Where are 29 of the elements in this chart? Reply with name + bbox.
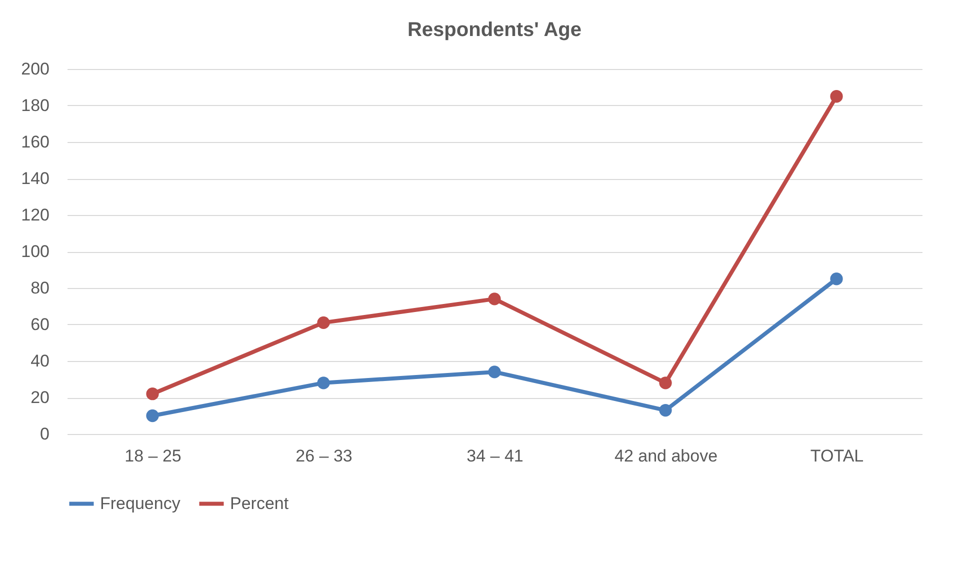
- y-tick-label: 20: [30, 388, 50, 407]
- point: [659, 376, 672, 390]
- point: [488, 292, 501, 306]
- point: [146, 388, 159, 400]
- point: [146, 409, 159, 422]
- y-tick-label: 60: [30, 315, 50, 334]
- point: [830, 272, 843, 286]
- point: [488, 366, 501, 378]
- y-tick-label: 160: [21, 132, 50, 152]
- point: [830, 90, 843, 103]
- y-tick-label: 80: [30, 278, 50, 298]
- chart-title: Respondents' Age: [407, 19, 582, 41]
- x-tick-label: TOTAL: [810, 446, 864, 466]
- x-tick-label: 18 – 25: [124, 446, 182, 466]
- x-tick-label: 42 and above: [614, 446, 718, 466]
- x-tick-label: 34 – 41: [466, 446, 524, 466]
- point: [317, 376, 330, 390]
- point: [659, 404, 672, 417]
- y-tick-label: 200: [21, 60, 50, 78]
- legend-label: Percent: [230, 494, 289, 513]
- point: [317, 316, 330, 329]
- y-tick-label: 140: [21, 169, 50, 188]
- y-tick-label: 100: [21, 242, 50, 261]
- y-tick-label: 40: [30, 352, 50, 370]
- x-tick-label: 26 – 33: [296, 446, 352, 466]
- y-tick-label: 0: [40, 424, 50, 444]
- legend-label: Frequency: [100, 494, 181, 513]
- y-tick-label: 180: [21, 96, 50, 115]
- y-tick-label: 120: [21, 206, 50, 224]
